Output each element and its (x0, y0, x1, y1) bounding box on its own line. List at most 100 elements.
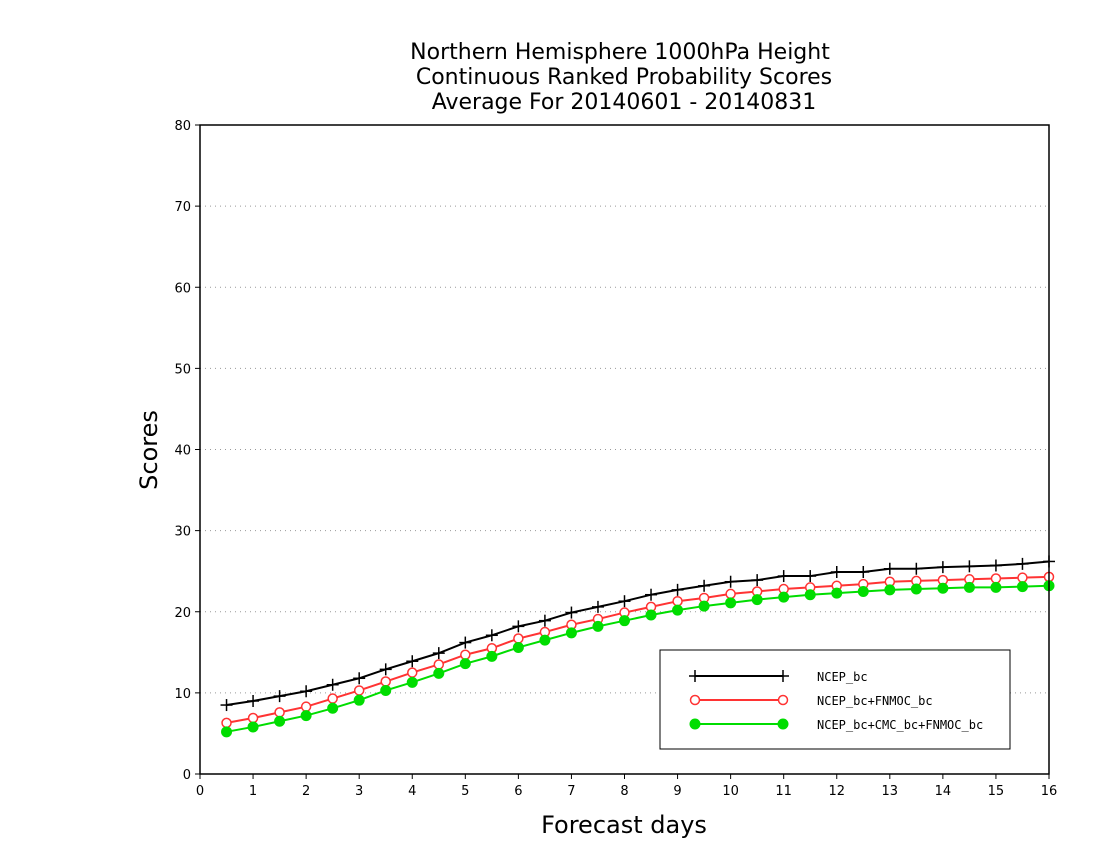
series-2 (221, 580, 1055, 738)
series-layer (220, 555, 1055, 738)
x-tick-label-14: 14 (935, 784, 952, 799)
series-2-point-12 (539, 634, 551, 646)
y-tick-label-60: 60 (174, 281, 191, 296)
legend-label-1: NCEP_bc+FNMOC_bc (817, 694, 933, 708)
x-tick-label-2: 2 (302, 784, 310, 799)
series-1-point-8 (433, 659, 445, 670)
y-tick-label-70: 70 (174, 200, 191, 215)
legend-label-0: NCEP_bc (817, 670, 868, 684)
series-2-point-24 (857, 585, 869, 597)
series-0-point-0 (220, 699, 233, 712)
x-tick-label-0: 0 (196, 784, 204, 799)
series-0-point-2 (273, 690, 286, 703)
series-0-point-30 (1016, 557, 1029, 570)
series-2-point-6 (380, 684, 392, 696)
series-0 (220, 555, 1055, 712)
series-0-point-24 (857, 565, 870, 578)
legend-marker-left-0 (689, 670, 701, 682)
series-2-point-4 (327, 702, 339, 714)
series-0-point-27 (936, 561, 949, 574)
legend-marker-right-2 (777, 718, 789, 730)
series-2-point-7 (406, 676, 418, 688)
series-1-point-3 (300, 701, 312, 712)
x-tick-label-13: 13 (882, 784, 899, 799)
series-0-point-23 (830, 565, 843, 578)
legend-marker-right-1 (777, 694, 789, 706)
legend-item-1: NCEP_bc+FNMOC_bc (689, 694, 933, 708)
series-0-point-18 (698, 579, 711, 592)
x-tick-label-11: 11 (775, 784, 792, 799)
series-1-point-17 (672, 595, 683, 607)
y-tick-label-50: 50 (174, 362, 191, 377)
x-tick-label-7: 7 (567, 784, 575, 799)
x-tick-label-8: 8 (620, 784, 628, 799)
series-0-point-13 (565, 606, 578, 619)
series-2-point-9 (459, 658, 471, 670)
series-2-point-21 (778, 591, 790, 603)
y-tick-label-40: 40 (174, 444, 191, 459)
series-0-point-15 (618, 595, 631, 608)
x-tick-label-5: 5 (461, 784, 469, 799)
series-2-point-27 (937, 582, 949, 594)
x-tick-label-3: 3 (355, 784, 363, 799)
series-2-point-2 (274, 715, 286, 727)
x-tick-label-4: 4 (408, 784, 416, 799)
series-2-point-15 (619, 615, 630, 627)
series-0-point-1 (247, 694, 260, 707)
series-0-point-29 (989, 559, 1002, 572)
series-0-point-28 (963, 560, 976, 573)
series-0-point-25 (883, 562, 896, 575)
series-2-point-28 (963, 581, 975, 593)
series-2-point-29 (990, 581, 1002, 593)
series-0-point-17 (671, 583, 684, 596)
series-1-point-29 (990, 573, 1002, 584)
x-tick-label-16: 16 (1041, 784, 1058, 799)
legend-item-2: NCEP_bc+CMC_bc+FNMOC_bc (689, 718, 983, 732)
series-1-point-9 (460, 649, 471, 660)
series-0-point-11 (512, 620, 525, 633)
series-1-point-1 (247, 712, 259, 724)
series-1-point-5 (353, 685, 365, 696)
series-0-point-3 (300, 685, 313, 698)
series-0-point-4 (326, 678, 339, 691)
x-axis-ticks: 0 1 2 3 4 5 6 7 8 9 10 11 12 13 14 15 16 (196, 774, 1057, 799)
series-2-point-26 (910, 583, 922, 595)
legend: NCEP_bc NCEP_bc+FNMOC_bc NCEP_bc+CMC_bc+FN… (659, 649, 1011, 750)
legend-label-2: NCEP_bc+CMC_bc+FNMOC_bc (817, 718, 983, 732)
y-axis-ticks: 0 10 20 30 40 50 60 70 80 (174, 119, 200, 783)
chart-title: Northern Hemisphere 1000hPa Height Conti… (410, 40, 832, 115)
title-line-1: Northern Hemisphere 1000hPa Height (410, 40, 830, 65)
series-2-point-10 (486, 650, 498, 662)
legend-item-0: NCEP_bc (689, 670, 868, 684)
series-0-point-7 (406, 655, 419, 668)
y-tick-label-30: 30 (174, 525, 191, 540)
series-0-point-26 (910, 562, 923, 575)
series-2-point-30 (1016, 581, 1028, 593)
x-tick-label-10: 10 (722, 784, 739, 799)
series-0-point-20 (751, 574, 764, 587)
series-1-point-7 (407, 667, 418, 678)
series-2-point-13 (565, 627, 577, 639)
series-1-point-0 (221, 717, 232, 729)
series-2-point-20 (751, 594, 763, 606)
series-2-point-5 (353, 694, 365, 706)
series-2-point-22 (804, 589, 816, 601)
series-0-point-10 (485, 629, 498, 642)
x-tick-label-15: 15 (988, 784, 1005, 799)
series-0-point-5 (353, 672, 366, 685)
x-tick-label-6: 6 (514, 784, 522, 799)
series-0-point-19 (724, 575, 737, 588)
series-1-point-30 (1017, 572, 1028, 583)
series-0-point-12 (538, 614, 551, 627)
series-2-point-18 (698, 600, 710, 612)
y-tick-label-80: 80 (174, 119, 191, 134)
x-axis-title: Forecast days (541, 811, 707, 839)
series-1-point-4 (327, 693, 338, 704)
series-0-point-21 (777, 570, 790, 583)
series-0-point-14 (591, 600, 604, 613)
x-tick-label-9: 9 (673, 784, 681, 799)
series-1-point-11 (513, 633, 524, 644)
series-1-point-19 (725, 588, 736, 600)
series-2-point-8 (433, 667, 445, 679)
